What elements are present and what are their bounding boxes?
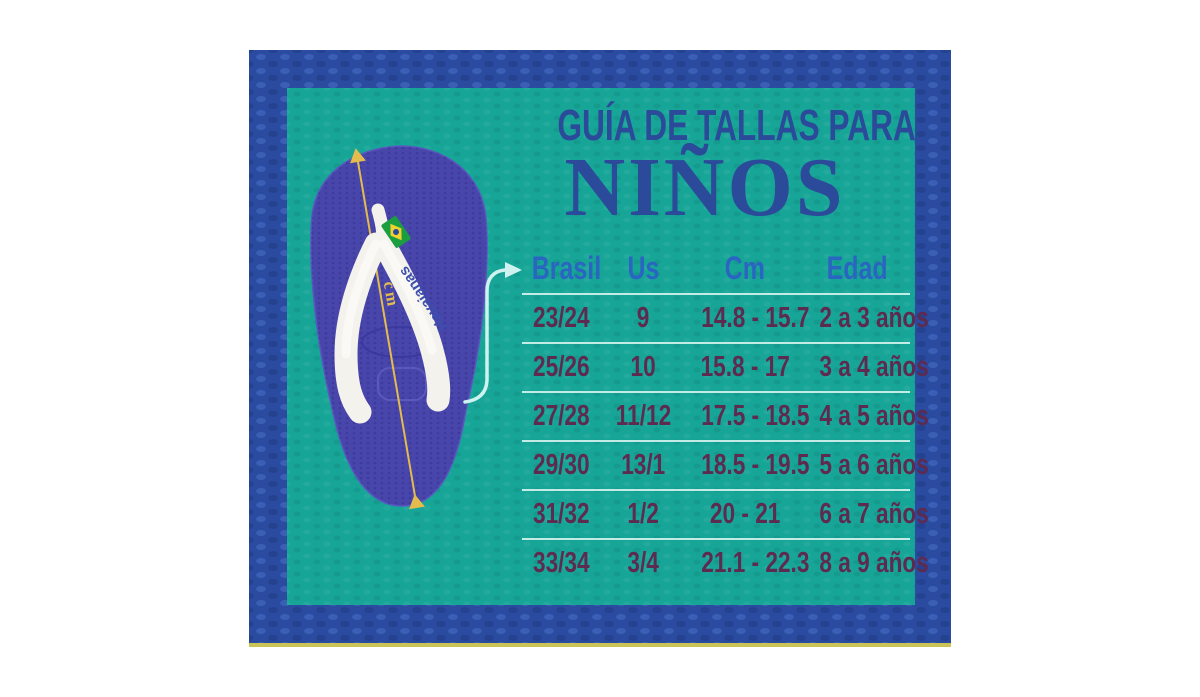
cell-edad: 4 a 5 años — [819, 400, 929, 432]
cell-brasil: 27/28 — [532, 400, 590, 432]
cell-edad: 5 a 6 años — [819, 449, 929, 481]
cell-edad: 2 a 3 años — [819, 302, 929, 334]
cell-cm: 14.8 - 15.7 — [701, 302, 810, 334]
table-row: 29/30 13/1 18.5 - 19.5 5 a 6 años — [522, 442, 929, 491]
table-row: 33/34 3/4 21.1 - 22.3 8 a 9 años — [522, 540, 929, 587]
size-table: Brasil Us Cm Edad 23/24 9 14.8 - 15.7 2 … — [522, 243, 929, 587]
title-line2: NIÑOS — [564, 141, 846, 234]
table-row: 25/26 10 15.8 - 17 3 a 4 años — [522, 344, 929, 393]
column-header-edad: Edad — [826, 249, 888, 286]
cell-cm: 15.8 - 17 — [700, 351, 790, 383]
left-strap-highlight — [341, 239, 381, 359]
cell-brasil: 29/30 — [532, 449, 590, 481]
cell-edad: 8 a 9 años — [819, 547, 929, 579]
table-row: 31/32 1/2 20 - 21 6 a 7 años — [522, 491, 929, 540]
cell-us: 1/2 — [627, 498, 659, 530]
column-header-us: Us — [627, 249, 659, 286]
cell-brasil: 33/34 — [532, 547, 590, 579]
size-table-header-row: Brasil Us Cm Edad — [522, 243, 910, 295]
cell-brasil: 31/32 — [532, 498, 590, 530]
cell-brasil: 25/26 — [532, 351, 590, 383]
cell-us: 11/12 — [615, 400, 671, 432]
cell-edad: 6 a 7 años — [819, 498, 929, 530]
flipflop-illustration: cm Havaianas — [310, 145, 488, 510]
cell-cm: 21.1 - 22.3 — [701, 547, 810, 579]
column-header-brasil: Brasil — [531, 249, 602, 286]
right-strap-highlight — [379, 239, 437, 355]
column-header-cm: Cm — [724, 249, 766, 286]
cell-us: 13/1 — [620, 449, 666, 481]
brazil-flag-icon — [381, 216, 411, 248]
cell-cm: 17.5 - 18.5 — [701, 400, 810, 432]
cell-cm: 20 - 21 — [709, 498, 781, 530]
table-row: 23/24 9 14.8 - 15.7 2 a 3 años — [522, 295, 929, 344]
cell-brasil: 23/24 — [532, 302, 590, 334]
cell-us: 9 — [636, 302, 650, 334]
table-row: 27/28 11/12 17.5 - 18.5 4 a 5 años — [522, 393, 929, 442]
pointer-arrow-icon — [463, 262, 522, 404]
cell-us: 3/4 — [627, 547, 659, 579]
cell-cm: 18.5 - 19.5 — [701, 449, 810, 481]
title-block: GUÍA DE TALLAS PARA NIÑOS — [500, 101, 916, 234]
cell-us: 10 — [630, 351, 656, 383]
measure-line — [350, 148, 425, 510]
title-line1: GUÍA DE TALLAS PARA — [557, 101, 916, 150]
cell-edad: 3 a 4 años — [819, 351, 929, 383]
